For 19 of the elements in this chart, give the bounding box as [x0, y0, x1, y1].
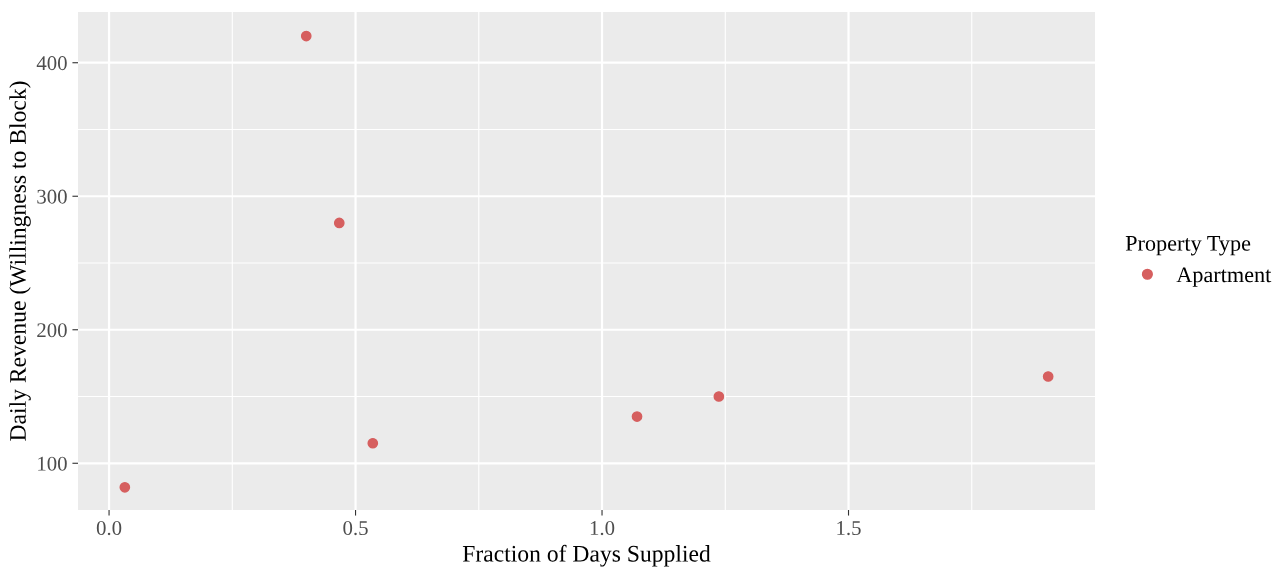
y-tick-label: 300 — [37, 189, 67, 204]
y-tick-label: 100 — [38, 456, 67, 471]
point — [333, 217, 345, 229]
point — [300, 30, 312, 42]
legend-title: Property Type — [1125, 236, 1251, 256]
x-tick-label: 1.5 — [837, 521, 861, 536]
point — [1042, 371, 1054, 382]
x-tick-label: 0.0 — [96, 521, 122, 536]
point — [713, 391, 725, 402]
point — [631, 411, 643, 422]
y-axis-title: Daily Revenue (Willingness to Block) — [9, 81, 31, 441]
x-axis-title: Fraction of Days Supplied — [462, 544, 711, 567]
x-tick-label: 1.0 — [590, 521, 615, 536]
point — [367, 437, 379, 449]
y-tick-label: 400 — [36, 56, 67, 71]
legend-label: Apartment — [1176, 267, 1272, 287]
y-tick-label: 200 — [37, 323, 67, 338]
x-tick-label: 0.5 — [343, 521, 368, 536]
point — [119, 481, 131, 493]
